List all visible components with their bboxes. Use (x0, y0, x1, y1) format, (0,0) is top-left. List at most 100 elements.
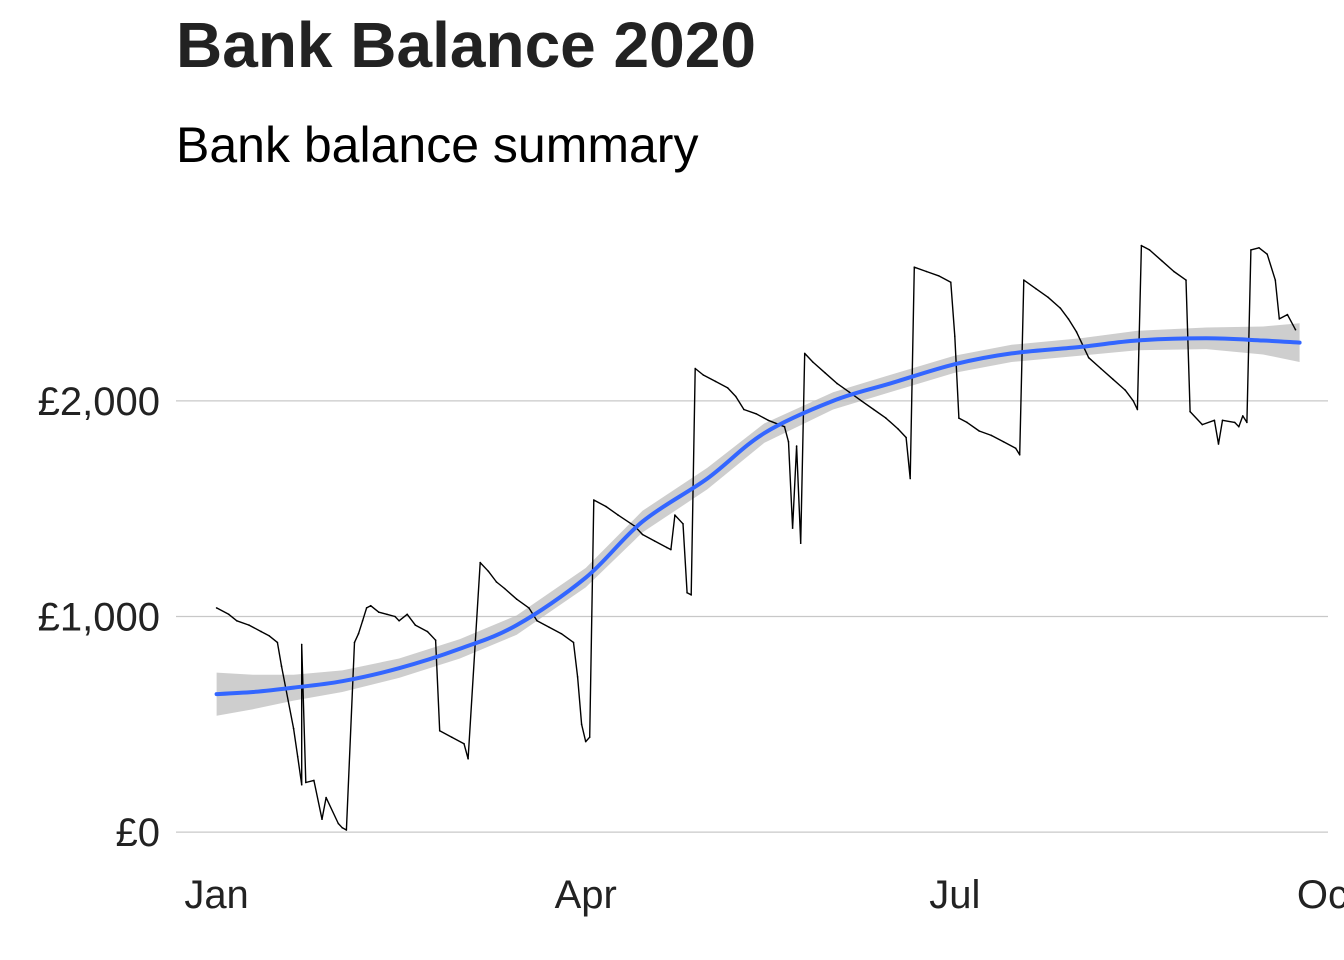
balance-point (1258, 247, 1260, 249)
balance-point (426, 630, 429, 633)
balance-point (503, 587, 506, 590)
balance-point (990, 434, 993, 437)
balance-point (394, 615, 396, 618)
balance-point (467, 758, 469, 760)
balance-point (280, 665, 283, 667)
balance-point (536, 620, 538, 622)
x-axis-ticks: Jan Apr Jul Oct (184, 873, 1344, 917)
balance-point (1023, 279, 1025, 281)
balance-point (1274, 279, 1277, 281)
balance-point (653, 540, 656, 542)
balance-point (451, 736, 453, 738)
chart-subtitle: Bank balance summary (176, 117, 699, 173)
balance-point (580, 723, 583, 726)
series-layer (214, 244, 1302, 831)
balance-point (1201, 423, 1204, 426)
balance-point (588, 736, 591, 738)
balance-point (799, 542, 802, 544)
balance-point (1059, 307, 1062, 309)
balance-point (1124, 389, 1126, 391)
balance-point (666, 546, 668, 549)
balance-point (954, 335, 956, 338)
balance-point (670, 548, 672, 551)
balance-point (414, 624, 417, 626)
balance-point (812, 361, 814, 363)
balance-point (686, 592, 688, 594)
balance-point (560, 632, 563, 635)
balance-point (378, 611, 380, 613)
balance-point (515, 598, 518, 600)
balance-point (365, 607, 368, 609)
balance-point (966, 421, 968, 424)
balance-point (260, 630, 263, 633)
balance-point (479, 561, 482, 564)
chart-title: Bank Balance 2020 (176, 9, 756, 81)
balance-point (321, 818, 323, 820)
balance-point (1140, 244, 1143, 247)
balance-point (292, 727, 295, 730)
balance-point (795, 445, 798, 447)
balance-point (1047, 296, 1049, 299)
y-tick-label: £1,000 (38, 595, 160, 639)
confidence-ribbon (216, 323, 1300, 716)
balance-point (950, 281, 952, 284)
balance-point (300, 783, 303, 786)
balance-point (300, 643, 303, 646)
balance-point (824, 372, 826, 374)
balance-point (1217, 443, 1220, 445)
balance-point (755, 413, 757, 415)
x-tick-label: Oct (1297, 873, 1344, 917)
balance-point (1100, 367, 1102, 370)
balance-point (353, 641, 356, 644)
balance-point (860, 400, 863, 402)
trend-line (214, 336, 1302, 697)
balance-point (386, 613, 388, 616)
balance-point (872, 408, 875, 411)
balance-point (1132, 400, 1135, 402)
balance-point (905, 436, 907, 439)
confidence-ribbon-layer (216, 323, 1300, 716)
balance-point (313, 779, 315, 782)
balance-point (1266, 253, 1268, 255)
balance-point (357, 632, 360, 635)
balance-point (978, 430, 980, 432)
balance-point (1233, 421, 1236, 424)
balance-point (897, 428, 899, 430)
balance-point (702, 374, 705, 376)
balance-point (305, 781, 307, 784)
balance-point (572, 641, 575, 644)
balance-point (1018, 454, 1021, 456)
balance-point (714, 380, 717, 383)
balance-point (743, 408, 745, 411)
balance-point (487, 570, 490, 572)
balance-point (227, 613, 230, 616)
balance-point (791, 527, 794, 529)
balance-point (248, 624, 250, 626)
balance-point (617, 514, 619, 516)
balance-point (1213, 419, 1216, 422)
balance-point (1189, 410, 1191, 413)
balance-point (463, 742, 465, 745)
y-tick-label: £2,000 (38, 380, 160, 424)
balance-point (1250, 249, 1252, 251)
balance-point (690, 594, 692, 596)
balance-point (1242, 415, 1244, 417)
x-tick-label: Jan (184, 873, 249, 917)
balance-point (1112, 378, 1114, 381)
balance-point (605, 505, 607, 508)
balance-point (398, 620, 400, 622)
balance-point (584, 740, 587, 743)
balance-point (925, 270, 928, 273)
balance-point (215, 607, 218, 609)
balance-point (1075, 331, 1078, 333)
grid-lines (176, 400, 1328, 833)
balance-point (694, 367, 696, 370)
balance-point (1286, 313, 1289, 316)
balance-point (296, 755, 299, 758)
balance-point (337, 822, 340, 825)
balance-point (1087, 356, 1090, 359)
balance-point (341, 827, 344, 829)
balance-point (1238, 425, 1240, 428)
balance-point (848, 391, 851, 394)
